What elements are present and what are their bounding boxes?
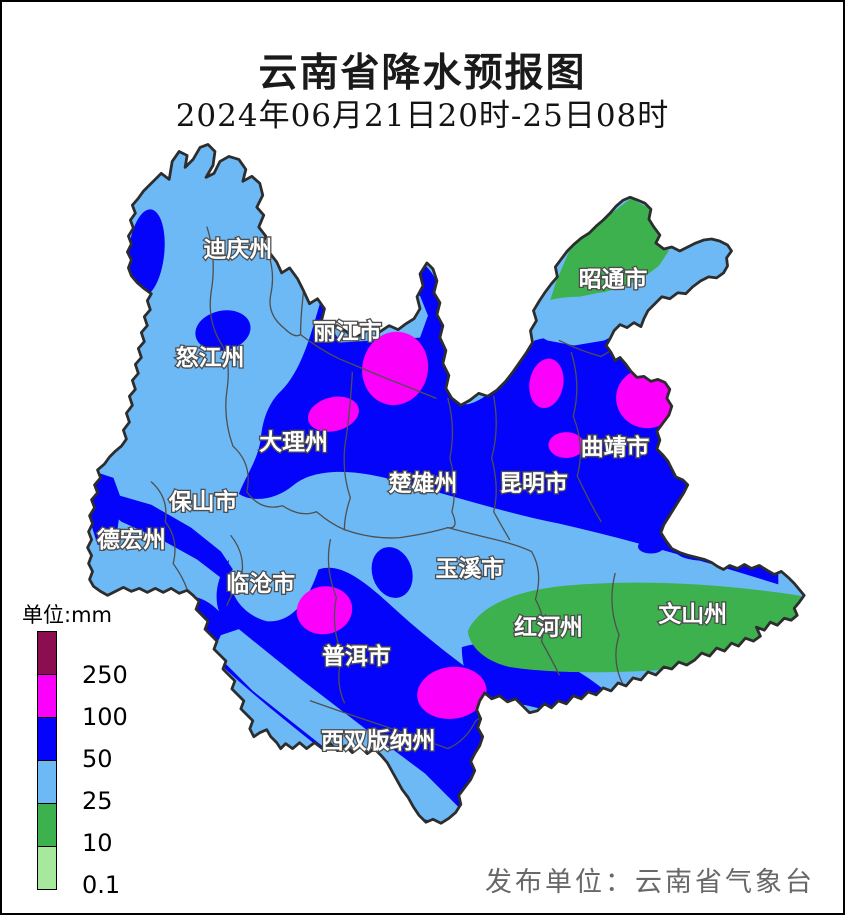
legend-tick-10: 10 <box>82 829 113 857</box>
region-label-kunming: 昆明市 <box>499 470 568 497</box>
legend-tick-0.1: 0.1 <box>82 871 121 899</box>
rain-band-zhaotong-green <box>544 198 669 319</box>
province-outline <box>86 143 806 825</box>
blob-lincang-puer <box>296 586 353 635</box>
legend-unit-label: 单位:mm <box>22 603 112 627</box>
region-label-honghe: 红河州 <box>514 614 583 641</box>
rain-blob-xsbn-blue <box>294 756 343 797</box>
region-label-dehong: 德宏州 <box>97 527 166 554</box>
region-label-wenshan: 文山州 <box>658 601 727 628</box>
legend-color-bar <box>37 631 57 890</box>
forecast-period: 2024年06月21日20时-25日08时 <box>175 98 670 134</box>
region-label-chuxiong: 楚雄州 <box>389 470 458 497</box>
region-label-yuxi: 玉溪市 <box>435 555 504 582</box>
legend-swatch-10 <box>37 803 57 847</box>
legend-tick-50: 50 <box>82 745 113 773</box>
blob-puer-south <box>417 666 487 719</box>
blob-dali <box>307 396 359 432</box>
rain-blobs-100-250 <box>296 331 678 719</box>
region-label-lijiang: 丽江市 <box>313 319 382 346</box>
blob-qujing-west <box>548 432 585 458</box>
region-label-puer: 普洱市 <box>322 643 391 670</box>
legend-tick-250: 250 <box>82 661 128 689</box>
region-labels: 迪庆州 怒江州 丽江市 昭通市 大理州 曲靖市 楚雄州 昆明市 保山市 德宏州 … <box>96 235 729 756</box>
region-label-zhaotong: 昭通市 <box>579 266 648 293</box>
region-label-lincang: 临沧市 <box>226 570 295 597</box>
region-label-dali: 大理州 <box>259 430 328 456</box>
rain-band-zhaotong-lightblue <box>527 244 732 346</box>
region-label-xishuangbanna: 西双版纳州 <box>321 728 435 755</box>
legend-tick-25: 25 <box>82 787 113 815</box>
legend-swatch-0.1 <box>37 846 57 890</box>
legend-swatch-50 <box>37 717 57 761</box>
legend-swatch-25 <box>37 760 57 804</box>
legend-tick-100: 100 <box>82 703 128 731</box>
region-label-nujiang: 怒江州 <box>176 344 245 371</box>
legend-swatch-100 <box>37 674 57 718</box>
blob-kunming-nw <box>529 358 564 409</box>
issuing-agency: 发布单位：云南省气象台 <box>485 867 815 898</box>
blob-qujing-big <box>616 368 678 429</box>
legend-swatch-250 <box>37 631 57 675</box>
region-label-baoshan: 保山市 <box>168 489 238 516</box>
page-title: 云南省降水预报图 <box>258 51 587 96</box>
region-label-diqing: 迪庆州 <box>204 236 273 263</box>
region-label-qujing: 曲靖市 <box>581 434 650 461</box>
blob-lijiang <box>362 331 429 406</box>
legend: 单位:mm 250 100 50 25 10 0.1 <box>22 599 172 899</box>
